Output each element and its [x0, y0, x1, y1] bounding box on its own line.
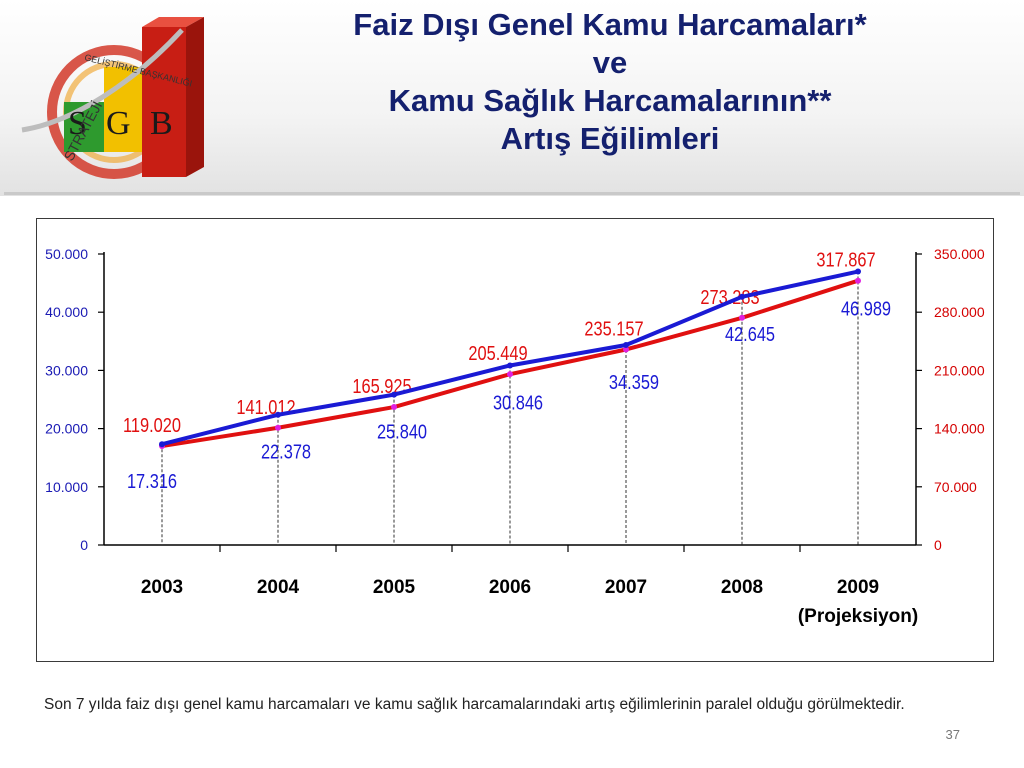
health-series-point — [855, 277, 861, 284]
health-series-point — [739, 314, 745, 321]
logo-letter-g: G — [106, 105, 131, 142]
logo-bars — [64, 17, 204, 177]
left-axis-tick-label: 20.000 — [45, 421, 88, 437]
health-data-label: 317.867 — [816, 248, 875, 271]
right-axis-tick-label: 210.000 — [934, 362, 985, 378]
left-axis-tick-label: 0 — [80, 537, 88, 553]
spending-series-point — [507, 362, 513, 369]
spending-data-label: 17.316 — [127, 470, 177, 493]
x-category-label: 2004 — [257, 577, 300, 598]
sgb-logo: S G B GELİŞTİRME BAŞKANLIĞI STRATEJİ — [21, 17, 204, 179]
left-axis-tick-label: 30.000 — [45, 362, 88, 378]
left-axis-tick-label: 10.000 — [45, 479, 88, 495]
line-chart: 0 10.000 20.000 30.000 40.000 50.000 0 70.000 14… — [45, 246, 985, 627]
spending-series-point — [855, 268, 861, 275]
right-axis-tick-label: 0 — [934, 537, 942, 553]
spending-series-point — [391, 391, 397, 398]
logo-letter-s: S — [68, 105, 87, 142]
x-category-sublabel: (Projeksiyon) — [798, 606, 918, 627]
title-line-3: Kamu Sağlık Harcamalarının** — [388, 83, 832, 118]
health-data-label: 205.449 — [468, 342, 527, 365]
spending-data-label: 25.840 — [377, 420, 427, 443]
spending-data-label: 34.359 — [609, 370, 659, 393]
spending-series-point — [275, 411, 281, 418]
title-line-1: Faiz Dışı Genel Kamu Harcamaları* — [353, 7, 867, 42]
right-axis-tick-label: 70.000 — [934, 479, 977, 495]
right-axis-tick-label: 350.000 — [934, 246, 985, 262]
right-axis-tick-label: 140.000 — [934, 421, 985, 437]
spending-data-label: 30.846 — [493, 391, 543, 414]
x-category-label: 2009 — [837, 577, 879, 598]
spending-data-label: 22.378 — [261, 440, 311, 463]
slide-title: Faiz Dışı Genel Kamu Harcamaları* ve Kam… — [240, 6, 980, 158]
x-category-label: 2003 — [141, 577, 183, 598]
spending-data-label: 42.645 — [725, 322, 775, 345]
left-axis-tick-label: 50.000 — [45, 246, 88, 262]
header-divider — [4, 192, 1020, 195]
health-series-point — [275, 424, 281, 431]
logo-letter-b: B — [150, 105, 173, 142]
spending-series-point — [623, 342, 629, 349]
health-series-point — [507, 371, 513, 378]
spending-series-point — [739, 293, 745, 300]
right-axis-tick-label: 280.000 — [934, 304, 985, 320]
logo-arrow — [21, 28, 184, 133]
health-data-label: 165.925 — [352, 374, 411, 397]
left-axis-tick-label: 40.000 — [45, 304, 88, 320]
title-line-4: Artış Eğilimleri — [500, 121, 720, 156]
x-category-label: 2006 — [489, 577, 531, 598]
health-data-label: 273.283 — [700, 285, 759, 308]
health-series-point — [391, 404, 397, 411]
title-line-2: ve — [592, 45, 628, 80]
health-data-label: 119.020 — [123, 413, 181, 436]
spending-data-label: 46.989 — [841, 297, 891, 320]
page-number: 37 — [945, 727, 960, 742]
x-category-label: 2005 — [373, 577, 416, 598]
x-category-label: 2007 — [605, 577, 647, 598]
chart-frame: 0 10.000 20.000 30.000 40.000 50.000 0 70.000 14… — [36, 218, 994, 662]
slide-caption: Son 7 yılda faiz dışı genel kamu harcama… — [44, 696, 905, 713]
health-series-point — [623, 346, 629, 353]
spending-series-point — [159, 441, 165, 448]
x-category-label: 2008 — [721, 577, 763, 598]
health-data-label: 235.157 — [584, 317, 643, 340]
